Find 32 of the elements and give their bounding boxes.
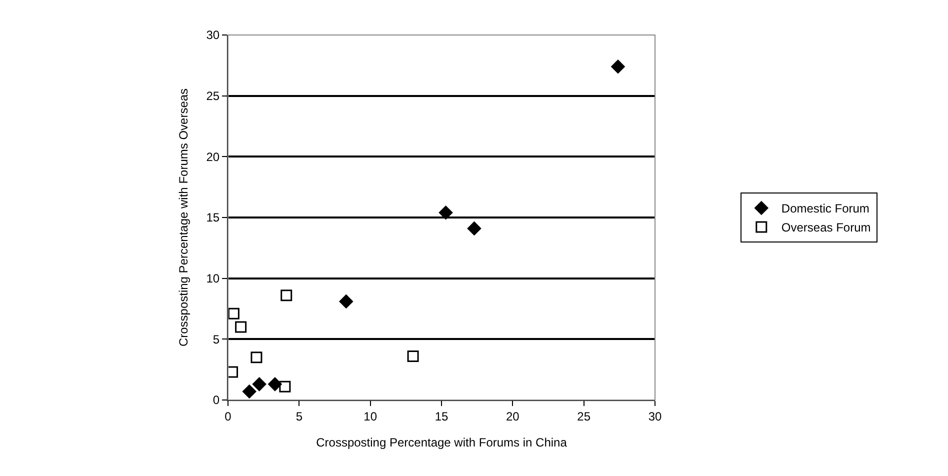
- point: [228, 366, 238, 378]
- point: [252, 377, 266, 392]
- point: [280, 290, 292, 302]
- x-axis-title: Crossposting Percentage with Forums in China: [316, 435, 568, 450]
- point: [338, 294, 354, 309]
- legend-label: Domestic Forum: [781, 202, 870, 216]
- x-tick-label: 15: [434, 409, 448, 424]
- y-tick-label: 0: [212, 393, 220, 408]
- point: [407, 350, 419, 362]
- x-tick-label: 20: [506, 409, 520, 424]
- y-tick-label: 10: [206, 272, 220, 286]
- legend-label: Overseas Forum: [781, 220, 871, 235]
- point: [242, 384, 256, 399]
- point: [235, 321, 247, 333]
- x-tick-label: 10: [364, 409, 378, 424]
- y-tick-label: 15: [206, 210, 220, 225]
- point: [279, 380, 291, 392]
- point: [467, 221, 482, 236]
- point: [268, 377, 282, 392]
- y-tick-label: 30: [206, 28, 220, 42]
- y-tick-label: 5: [212, 332, 220, 346]
- y-tick-label: 25: [206, 89, 220, 104]
- point: [228, 308, 240, 320]
- x-tick-label: 0: [224, 409, 232, 424]
- x-tick-label: 25: [577, 409, 591, 424]
- x-tick-label: 30: [648, 409, 662, 424]
- point: [610, 59, 626, 74]
- point: [438, 205, 453, 220]
- y-tick-label: 20: [206, 150, 220, 164]
- x-tick-label: 5: [296, 409, 303, 424]
- y-axis-title: Crossposting Percentage with Forums Overseas: [176, 88, 191, 347]
- point: [250, 352, 262, 364]
